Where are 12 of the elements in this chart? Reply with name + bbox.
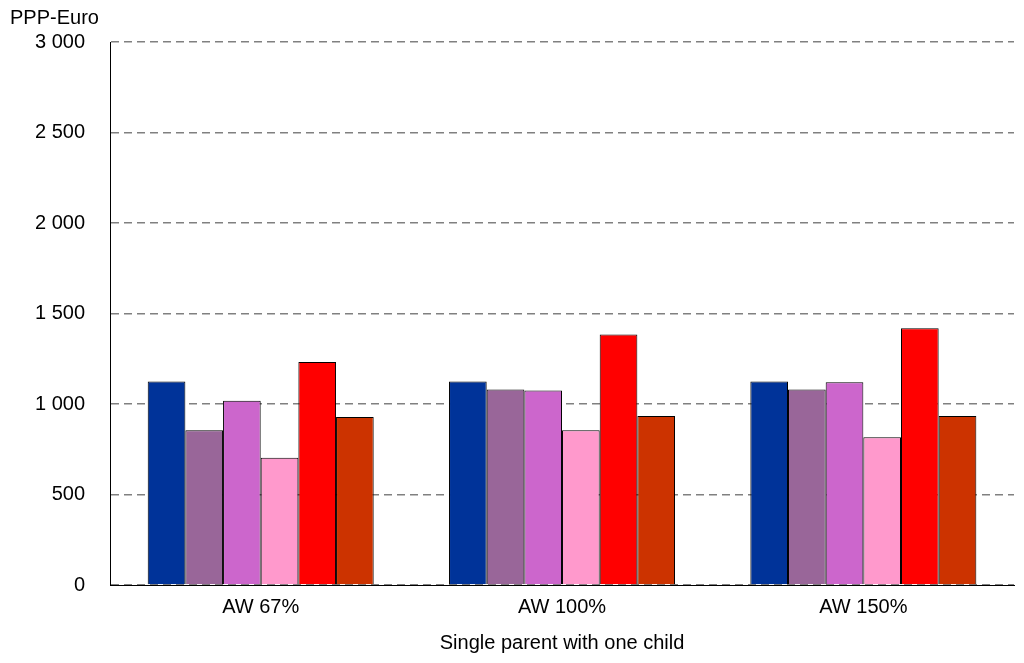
y-tick-label: 3 000: [34, 29, 86, 52]
x-tick-label: AW 150%: [819, 594, 908, 617]
y-tick-label: 0: [73, 572, 86, 595]
y-axis-title: PPP-Euro: [10, 5, 99, 28]
y-tick-label: 1 500: [34, 301, 86, 324]
x-tick-label: AW 67%: [222, 594, 300, 617]
y-tick-label: 2 500: [34, 120, 86, 143]
x-tick-label: AW 100%: [517, 594, 607, 617]
y-tick-label: 2 000: [34, 210, 86, 233]
y-tick-label: 1 000: [34, 391, 86, 414]
y-tick-label: 500: [51, 482, 86, 505]
x-axis-title: Single parent with one child: [439, 630, 685, 653]
